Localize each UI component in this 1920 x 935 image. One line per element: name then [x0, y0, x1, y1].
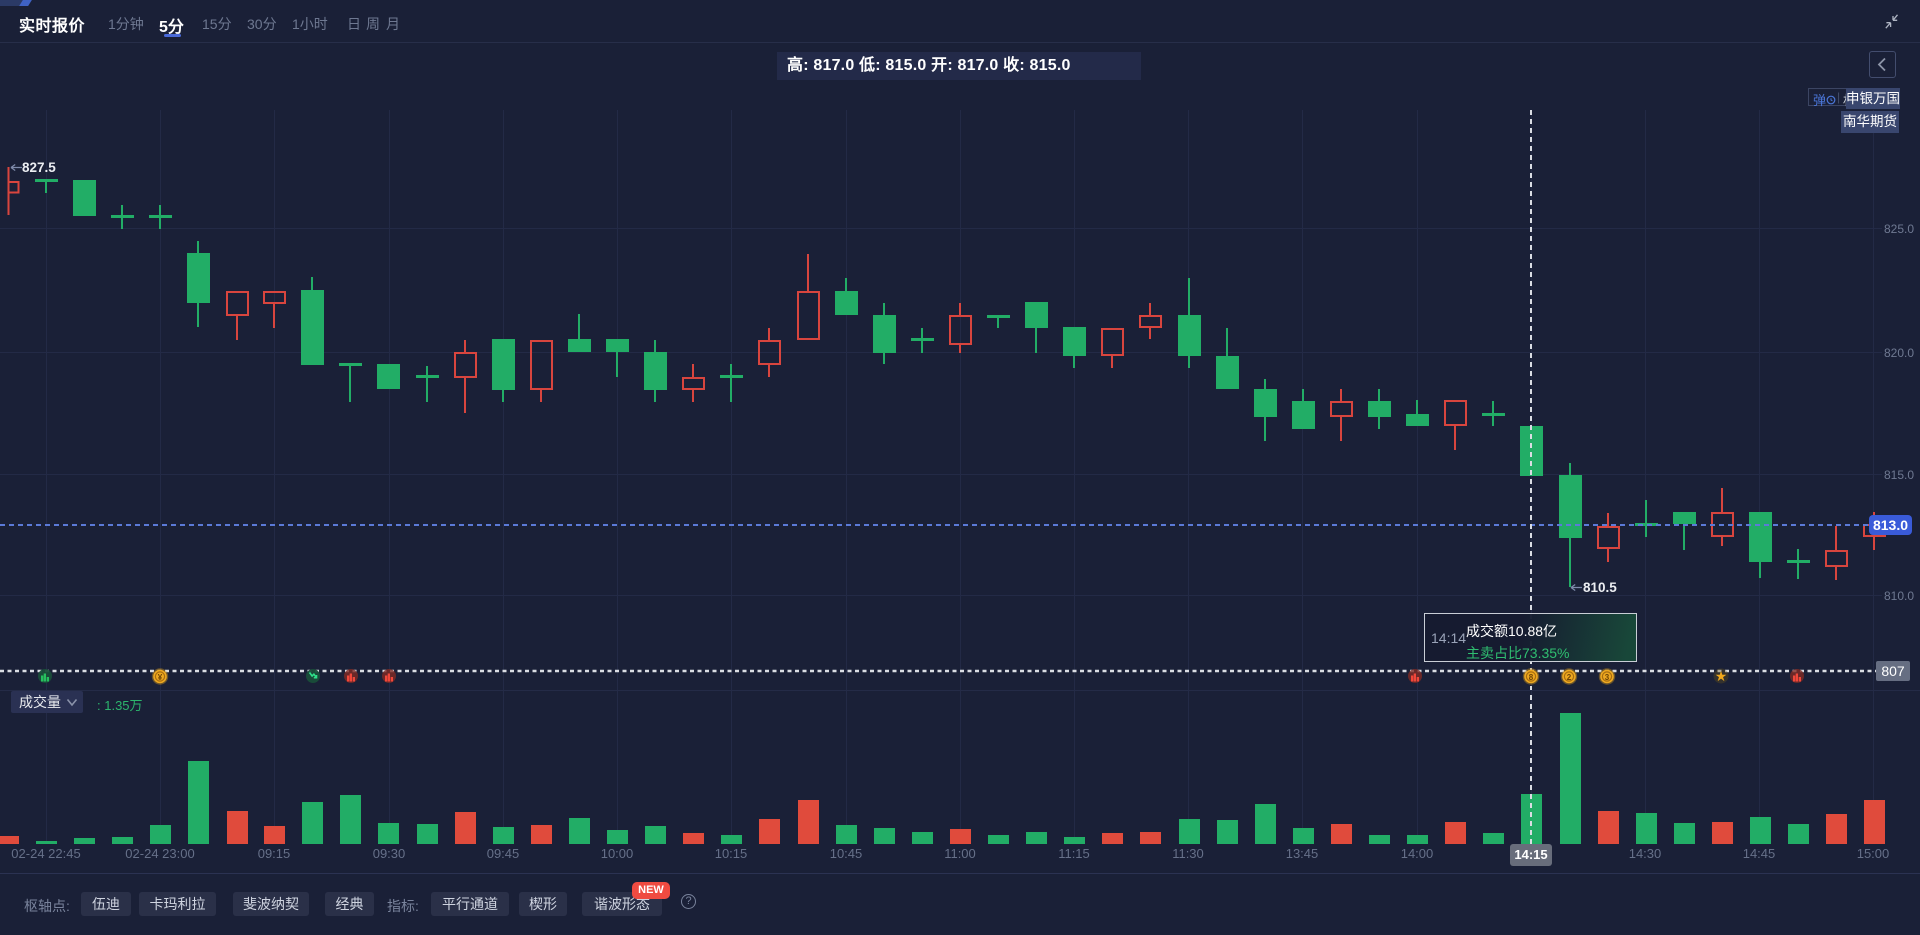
svg-text:09:45: 09:45: [487, 846, 520, 861]
svg-text:★: ★: [1715, 668, 1728, 684]
svg-text:14:30: 14:30: [1629, 846, 1662, 861]
svg-text:13:45: 13:45: [1286, 846, 1319, 861]
svg-text:10:00: 10:00: [601, 846, 634, 861]
svg-text:09:30: 09:30: [373, 846, 406, 861]
svg-text:820.0: 820.0: [1884, 346, 1914, 360]
svg-text:02-24 23:00: 02-24 23:00: [125, 846, 194, 861]
svg-text:09:15: 09:15: [258, 846, 291, 861]
svg-text:14:45: 14:45: [1743, 846, 1776, 861]
svg-text:2: 2: [1567, 673, 1572, 682]
svg-text:827.5: 827.5: [22, 160, 56, 175]
svg-text:8: 8: [1529, 673, 1534, 682]
svg-text:15:00: 15:00: [1857, 846, 1890, 861]
svg-text:14:00: 14:00: [1401, 846, 1434, 861]
svg-text:¥: ¥: [158, 673, 163, 682]
svg-text:10:45: 10:45: [830, 846, 863, 861]
svg-text:815.0: 815.0: [1884, 468, 1914, 482]
svg-text:3: 3: [1605, 673, 1610, 682]
svg-text:825.0: 825.0: [1884, 222, 1914, 236]
svg-text:810.5: 810.5: [1583, 580, 1617, 595]
svg-text:10:15: 10:15: [715, 846, 748, 861]
svg-text:11:00: 11:00: [944, 846, 976, 861]
svg-text:810.0: 810.0: [1884, 589, 1914, 603]
svg-text:11:15: 11:15: [1058, 846, 1090, 861]
svg-text:11:30: 11:30: [1172, 846, 1204, 861]
svg-text:02-24 22:45: 02-24 22:45: [11, 846, 80, 861]
